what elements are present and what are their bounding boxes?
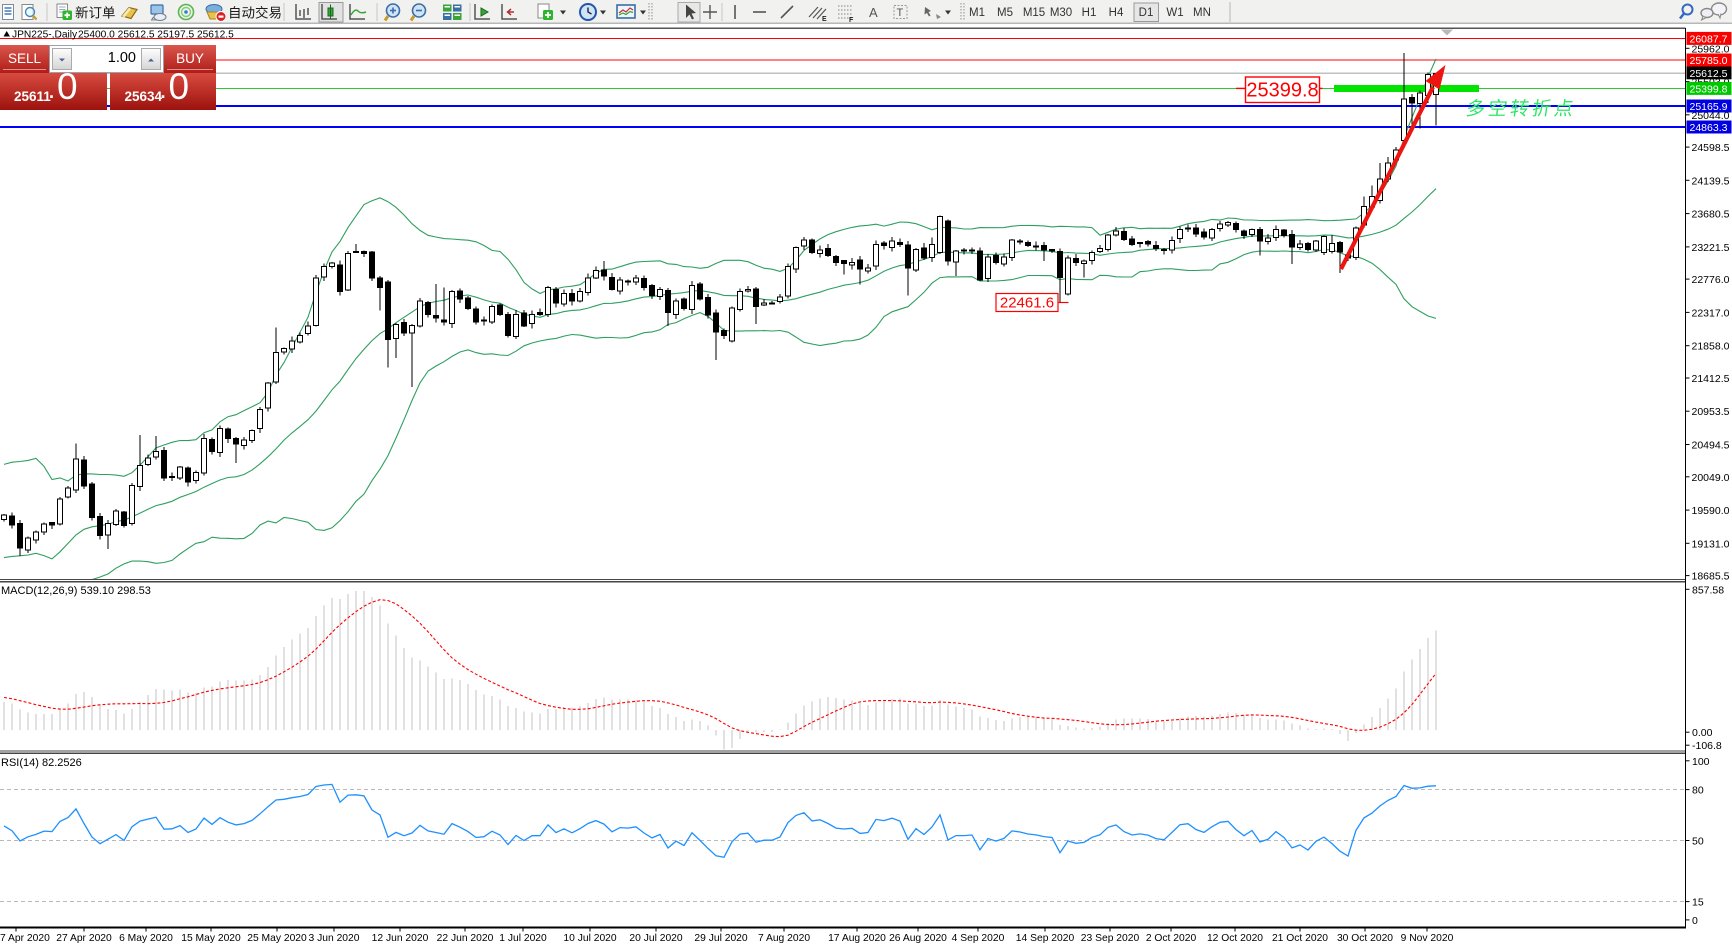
svg-text:RSI(14) 82.2526: RSI(14) 82.2526 xyxy=(1,757,82,769)
svg-text:-106.8: -106.8 xyxy=(1692,740,1722,752)
svg-text:10 Jul 2020: 10 Jul 2020 xyxy=(563,933,617,944)
svg-text:25044.0: 25044.0 xyxy=(1692,110,1730,122)
svg-text:17 Aug 2020: 17 Aug 2020 xyxy=(828,933,886,944)
svg-text:80: 80 xyxy=(1692,785,1704,797)
svg-text:25165.9: 25165.9 xyxy=(1690,101,1728,113)
svg-text:25785.0: 25785.0 xyxy=(1690,55,1728,67)
svg-text:3 Jun 2020: 3 Jun 2020 xyxy=(309,933,360,944)
svg-text:20 Jul 2020: 20 Jul 2020 xyxy=(629,933,683,944)
svg-text:22461.6: 22461.6 xyxy=(1000,295,1054,312)
svg-text:22317.0: 22317.0 xyxy=(1692,307,1730,319)
svg-text:T: T xyxy=(897,7,904,19)
svg-text:E: E xyxy=(822,16,827,23)
svg-text:M1: M1 xyxy=(969,7,985,19)
svg-text:22 Jun 2020: 22 Jun 2020 xyxy=(437,933,494,944)
svg-text:23 Sep 2020: 23 Sep 2020 xyxy=(1081,933,1140,944)
svg-text:MACD(12,26,9) 539.10 298.53: MACD(12,26,9) 539.10 298.53 xyxy=(1,585,151,597)
svg-text:M15: M15 xyxy=(1023,7,1045,19)
svg-text:26 Aug 2020: 26 Aug 2020 xyxy=(889,933,947,944)
svg-text:15 May 2020: 15 May 2020 xyxy=(181,933,241,944)
svg-text:21412.5: 21412.5 xyxy=(1692,373,1730,385)
svg-text:7 Apr 2020: 7 Apr 2020 xyxy=(0,933,50,944)
svg-text:0.00: 0.00 xyxy=(1692,727,1713,739)
svg-text:50: 50 xyxy=(1692,836,1704,848)
svg-text:0: 0 xyxy=(1692,915,1698,927)
svg-text:19131.0: 19131.0 xyxy=(1692,538,1730,550)
svg-text:MN: MN xyxy=(1193,7,1211,19)
svg-text:15: 15 xyxy=(1692,897,1704,909)
svg-text:18685.5: 18685.5 xyxy=(1692,571,1730,583)
svg-text:1 Jul 2020: 1 Jul 2020 xyxy=(499,933,547,944)
svg-text:JPN225-,Daily: JPN225-,Daily xyxy=(12,30,78,41)
svg-text:23221.5: 23221.5 xyxy=(1692,242,1730,254)
svg-text:21 Oct 2020: 21 Oct 2020 xyxy=(1272,933,1328,944)
svg-text:25962.0: 25962.0 xyxy=(1692,43,1730,55)
svg-text:25 May 2020: 25 May 2020 xyxy=(247,933,307,944)
svg-text:30 Oct 2020: 30 Oct 2020 xyxy=(1337,933,1393,944)
svg-text:W1: W1 xyxy=(1166,7,1183,19)
svg-text:H4: H4 xyxy=(1109,7,1124,19)
svg-text:4 Sep 2020: 4 Sep 2020 xyxy=(952,933,1005,944)
svg-text:25399.8: 25399.8 xyxy=(1690,83,1728,95)
svg-text:25399.8: 25399.8 xyxy=(1246,80,1318,102)
svg-text:25612.5: 25612.5 xyxy=(1690,68,1728,80)
svg-text:23680.5: 23680.5 xyxy=(1692,209,1730,221)
svg-text:H1: H1 xyxy=(1082,7,1097,19)
svg-text:19590.0: 19590.0 xyxy=(1692,505,1730,517)
svg-text:22776.0: 22776.0 xyxy=(1692,274,1730,286)
svg-text:100: 100 xyxy=(1692,756,1710,768)
svg-text:F: F xyxy=(849,17,854,24)
svg-text:24139.5: 24139.5 xyxy=(1692,175,1730,187)
svg-text:27 Apr 2020: 27 Apr 2020 xyxy=(56,933,112,944)
svg-text:A: A xyxy=(869,5,878,20)
svg-text:857.58: 857.58 xyxy=(1692,584,1724,596)
svg-text:20049.0: 20049.0 xyxy=(1692,472,1730,484)
svg-text:21858.0: 21858.0 xyxy=(1692,341,1730,353)
svg-text:7 Aug 2020: 7 Aug 2020 xyxy=(758,933,810,944)
svg-text:20953.5: 20953.5 xyxy=(1692,406,1730,418)
svg-text:12 Oct 2020: 12 Oct 2020 xyxy=(1207,933,1263,944)
svg-text:20494.5: 20494.5 xyxy=(1692,440,1730,452)
svg-text:9 Nov 2020: 9 Nov 2020 xyxy=(1401,933,1454,944)
svg-text:M30: M30 xyxy=(1050,7,1072,19)
svg-text:D1: D1 xyxy=(1139,7,1154,19)
svg-text:29 Jul 2020: 29 Jul 2020 xyxy=(694,933,748,944)
svg-text:26087.7: 26087.7 xyxy=(1690,33,1728,45)
svg-text:12 Jun 2020: 12 Jun 2020 xyxy=(372,933,429,944)
svg-text:25400.0 25612.5 25197.5 25612.: 25400.0 25612.5 25197.5 25612.5 xyxy=(78,30,234,41)
svg-text:6 May 2020: 6 May 2020 xyxy=(119,933,173,944)
svg-text:24598.5: 24598.5 xyxy=(1692,142,1730,154)
svg-text:2 Oct 2020: 2 Oct 2020 xyxy=(1146,933,1197,944)
svg-text:24863.3: 24863.3 xyxy=(1690,122,1728,134)
svg-text:M5: M5 xyxy=(997,7,1013,19)
svg-text:14 Sep 2020: 14 Sep 2020 xyxy=(1016,933,1075,944)
